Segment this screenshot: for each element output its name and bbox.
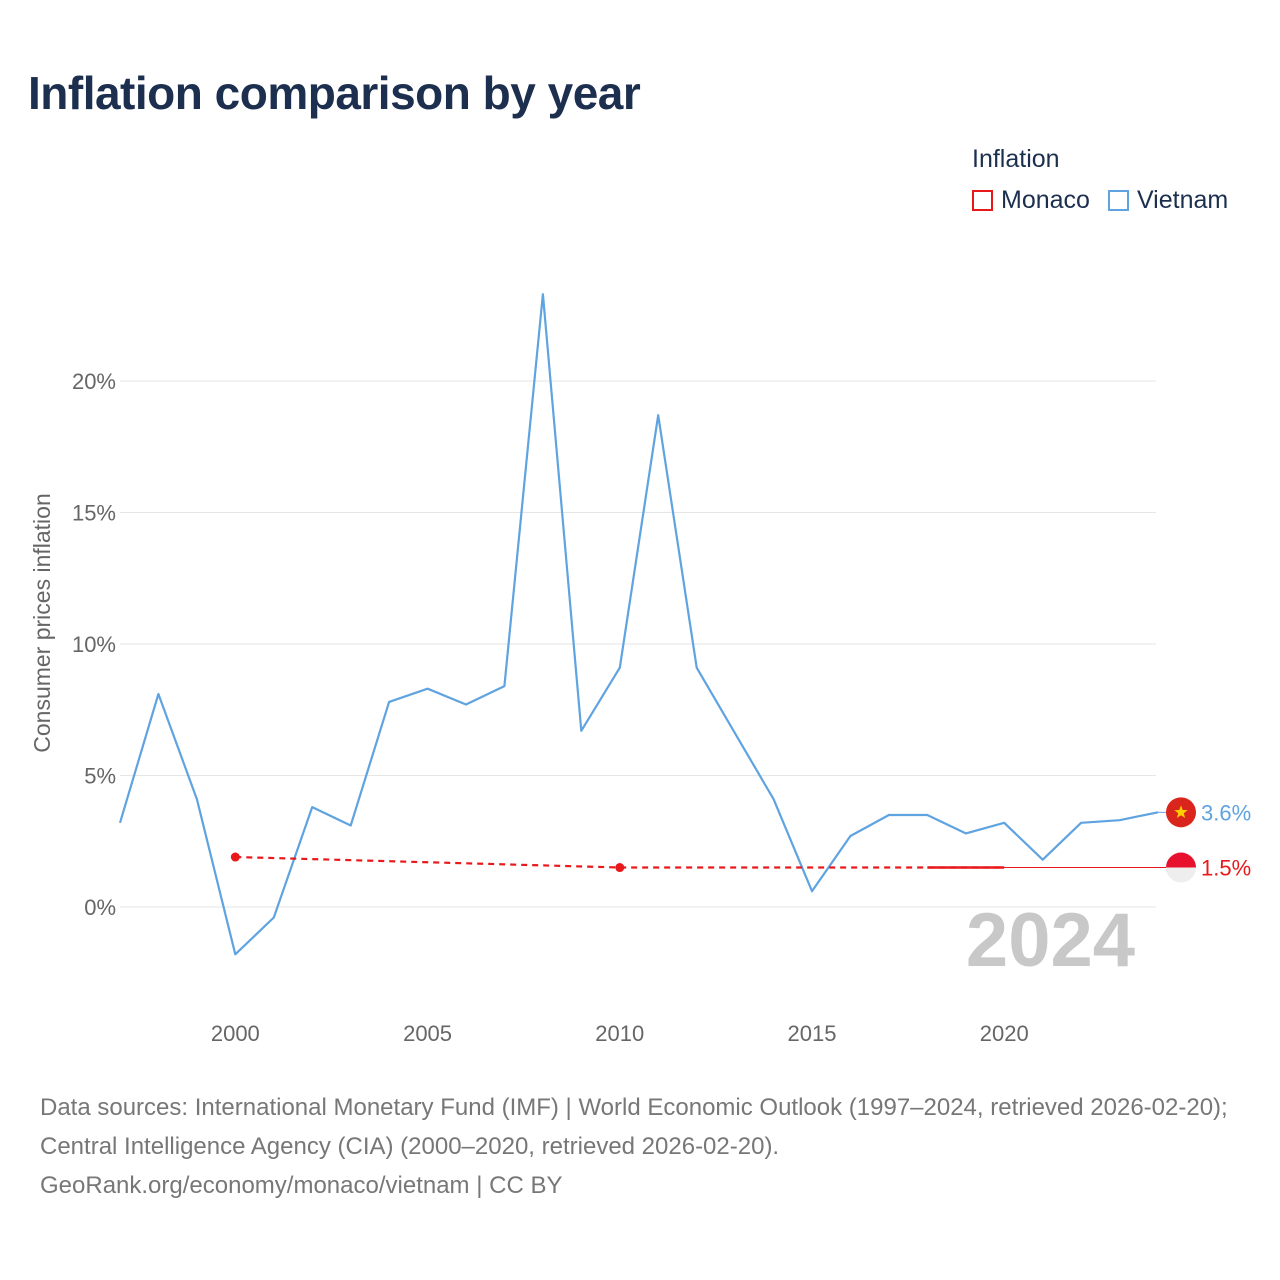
- y-tick-label: 15%: [72, 501, 116, 526]
- current-year-label: 2024: [966, 898, 1135, 983]
- y-axis-label: Consumer prices inflation: [29, 493, 55, 753]
- legend: Monaco Vietnam: [972, 186, 1228, 215]
- vietnam-flag-icon: [1166, 797, 1196, 828]
- y-tick-label: 10%: [72, 632, 116, 657]
- x-tick-label: 2005: [403, 1021, 452, 1046]
- legend-label-vietnam: Vietnam: [1136, 186, 1229, 214]
- series-line-monaco: [235, 855, 1005, 869]
- legend-item-vietnam[interactable]: Vietnam: [1107, 186, 1229, 215]
- legend-swatch-vietnam: [1107, 190, 1129, 211]
- chart-title: Inflation comparison by year: [28, 67, 641, 119]
- legend-swatch-monaco: [972, 190, 993, 211]
- y-tick-label: 0%: [84, 895, 116, 920]
- legend-item-monaco[interactable]: Monaco: [972, 186, 1090, 215]
- monaco-flag-icon: [1166, 852, 1196, 883]
- data-point-monaco: [615, 863, 625, 873]
- legend-title: Inflation: [972, 145, 1060, 173]
- y-tick-label: 20%: [72, 369, 116, 394]
- flag-star: [1174, 805, 1188, 818]
- y-tick-label: 5%: [84, 764, 116, 789]
- series-line-vietnam: [118, 293, 1159, 956]
- data-point-monaco: [230, 852, 240, 862]
- flag-top-half: [1166, 852, 1196, 868]
- data-sources: Data sources: International Monetary Fun…: [40, 1094, 1228, 1160]
- x-tick-label: 2015: [788, 1021, 837, 1046]
- end-label-vietnam: 3.6%: [1201, 800, 1251, 825]
- footer: Data sources: International Monetary Fun…: [40, 1088, 1250, 1205]
- credit-link[interactable]: GeoRank.org/economy/monaco/vietnam | CC …: [40, 1172, 563, 1199]
- x-tick-label: 2020: [980, 1021, 1029, 1046]
- line-chart: 0% 5% 10% 15% 20% 2000 2005 2010 2015 2020 Consume…: [29, 293, 1251, 1046]
- legend-label-monaco: Monaco: [1001, 186, 1090, 214]
- x-tick-label: 2000: [211, 1021, 260, 1046]
- x-tick-label: 2010: [595, 1021, 644, 1046]
- end-label-monaco: 1.5%: [1201, 856, 1251, 881]
